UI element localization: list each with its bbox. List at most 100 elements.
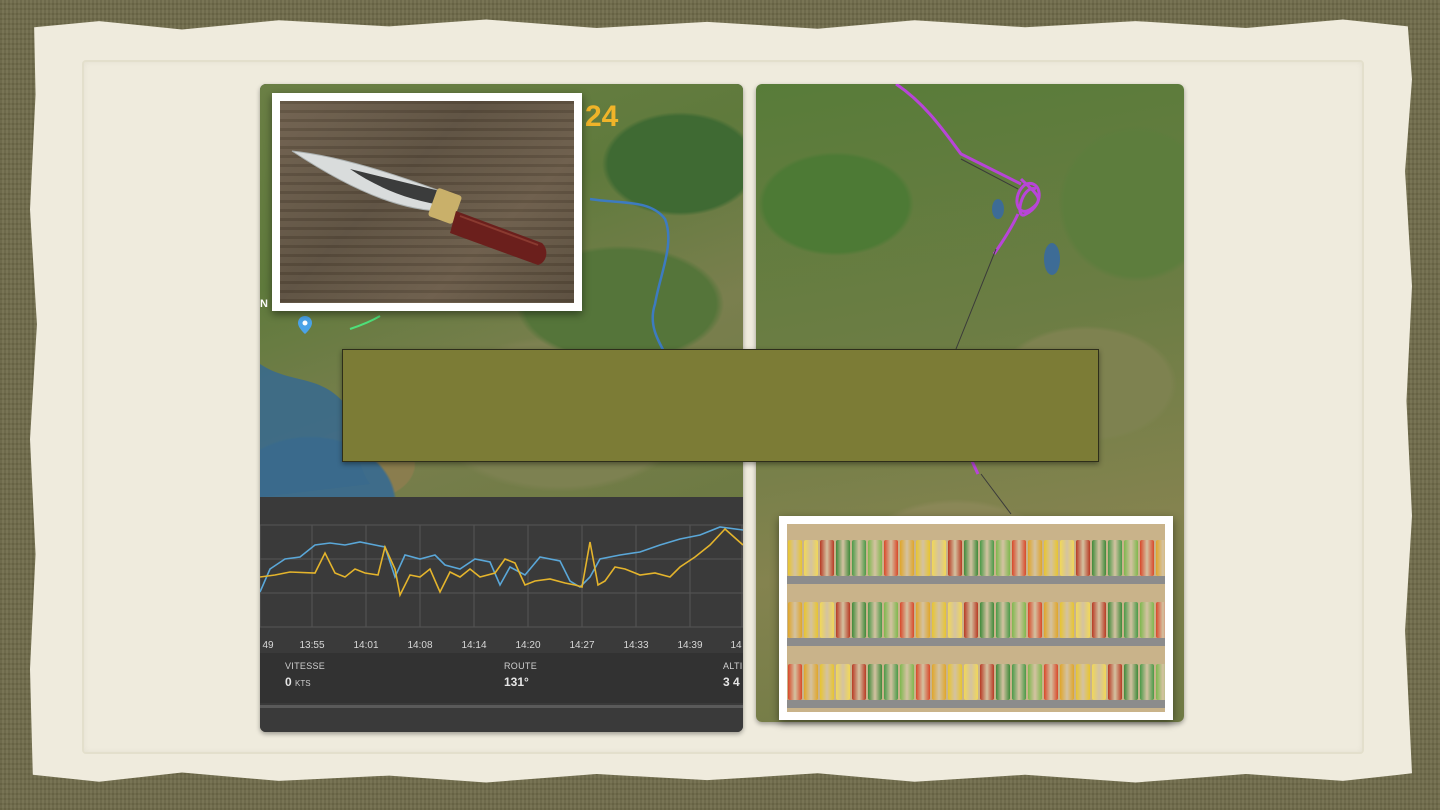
stat-speed-value: 0 [285, 675, 292, 689]
stat-altitude-value: 3 4 [723, 675, 740, 689]
stat-altitude: ALTI 3 4 [723, 661, 743, 689]
can [1060, 664, 1074, 700]
can [980, 602, 994, 638]
can [884, 664, 898, 700]
time-tick-label: 14:08 [407, 640, 433, 651]
time-tick-label: 14 [730, 640, 742, 651]
can [884, 540, 898, 576]
can [1028, 602, 1042, 638]
can [900, 540, 914, 576]
stat-route-label: ROUTE [504, 661, 537, 671]
stat-speed-label: VITESSE [285, 661, 326, 671]
can [1108, 664, 1122, 700]
can [996, 540, 1010, 576]
can [1156, 540, 1165, 576]
can [1060, 602, 1074, 638]
can [836, 664, 850, 700]
can [1060, 540, 1074, 576]
map-title-number: 24 [585, 100, 619, 133]
can [1044, 664, 1058, 700]
speed-route-chart[interactable] [260, 497, 743, 642]
can [852, 540, 866, 576]
can [788, 540, 802, 576]
can [996, 664, 1010, 700]
time-tick-label: 14:27 [569, 640, 595, 651]
knife-image [280, 101, 574, 303]
can [1092, 602, 1106, 638]
shelf [787, 576, 1165, 584]
can [820, 664, 834, 700]
can [1076, 664, 1090, 700]
can [836, 602, 850, 638]
route-overlay [895, 84, 1060, 515]
time-axis: 49 13:55 14:01 14:08 14:14 14:20 14:27 14:33 14:… [260, 636, 743, 658]
gps-track-segment [349, 315, 381, 330]
can [1124, 664, 1138, 700]
can [1124, 602, 1138, 638]
can [916, 540, 930, 576]
can [836, 540, 850, 576]
can [820, 540, 834, 576]
can [1140, 602, 1154, 638]
can [948, 664, 962, 700]
canned-goods-image [787, 524, 1165, 712]
time-tick-label: 49 [262, 640, 274, 651]
can [932, 540, 946, 576]
can [1028, 540, 1042, 576]
title-box [342, 349, 1099, 462]
can [1028, 664, 1042, 700]
can [852, 664, 866, 700]
stat-altitude-label: ALTI [723, 661, 743, 671]
stat-speed-unit: KTS [295, 679, 311, 688]
can [1044, 602, 1058, 638]
can [1012, 540, 1026, 576]
can [1076, 602, 1090, 638]
can [820, 602, 834, 638]
can [996, 602, 1010, 638]
can [916, 602, 930, 638]
slide-frame [82, 60, 1364, 754]
time-tick-label: 14:20 [515, 640, 541, 651]
can [804, 602, 818, 638]
can [868, 540, 882, 576]
can [1124, 540, 1138, 576]
time-tick-label: 14:39 [677, 640, 703, 651]
stat-speed: VITESSE 0 KTS [285, 661, 325, 689]
can [1012, 602, 1026, 638]
can [1140, 664, 1154, 700]
stats-row: VITESSE 0 KTS ROUTE 131° ALTI 3 4 [260, 653, 743, 703]
speed-series-line [260, 526, 743, 593]
can [1092, 664, 1106, 700]
can [1012, 664, 1026, 700]
can [932, 602, 946, 638]
can [1108, 540, 1122, 576]
can [852, 602, 866, 638]
can [964, 540, 978, 576]
can [1156, 602, 1165, 638]
scroll-indicator[interactable] [260, 705, 743, 708]
flight-chart-panel: 49 13:55 14:01 14:08 14:14 14:20 14:27 14:33 14:… [260, 497, 743, 732]
can [804, 664, 818, 700]
can [1140, 540, 1154, 576]
can [884, 602, 898, 638]
can [1044, 540, 1058, 576]
can [1092, 540, 1106, 576]
time-tick-label: 13:55 [299, 640, 325, 651]
can [868, 664, 882, 700]
time-tick-label: 14:14 [461, 640, 487, 651]
can [1108, 602, 1122, 638]
time-tick-label: 14:33 [623, 640, 649, 651]
map-edge-label: N [260, 298, 268, 310]
can [964, 602, 978, 638]
can [900, 664, 914, 700]
can [900, 602, 914, 638]
shelf [787, 638, 1165, 646]
coastline-water [260, 364, 370, 497]
route-series-line [260, 527, 743, 598]
can [964, 664, 978, 700]
location-pin-icon[interactable] [298, 316, 312, 334]
can [916, 664, 930, 700]
can [948, 602, 962, 638]
river-line [589, 197, 682, 385]
knife-photo [272, 93, 582, 311]
